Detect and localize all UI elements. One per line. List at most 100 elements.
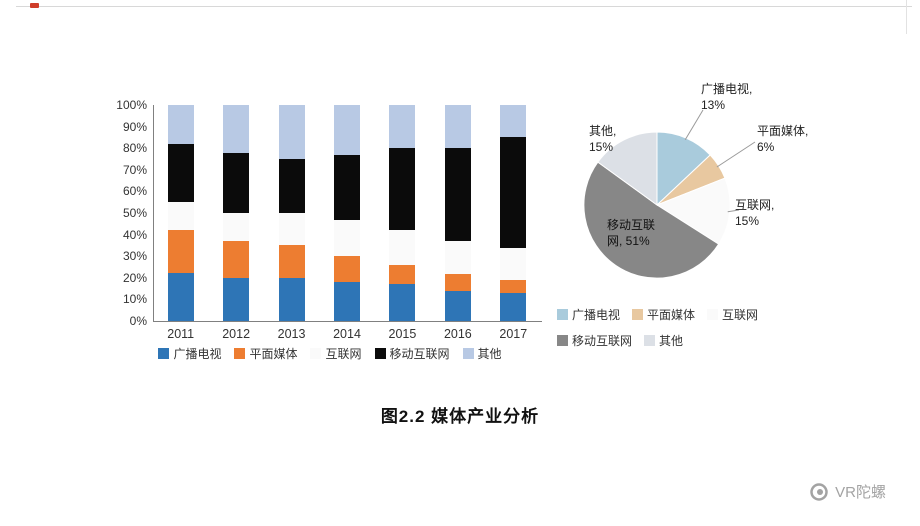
bar-segment-广播电视 (223, 277, 250, 321)
pie-slice-移动互联网 (583, 161, 720, 279)
legend-label: 互联网 (325, 347, 362, 361)
legend-label: 移动互联网 (572, 334, 633, 348)
y-axis-tick-label: 80% (122, 141, 147, 156)
top-border-line (16, 6, 912, 7)
bar-segment-平面媒体 (500, 279, 527, 293)
red-scan-artifact (30, 3, 39, 8)
legend-item: 其他 (644, 332, 683, 349)
pie-slice-其他 (597, 131, 658, 206)
stacked-bar-2017 (500, 105, 527, 321)
legend-swatch (707, 309, 719, 320)
x-axis-tick-label: 2017 (499, 327, 528, 341)
legend-label: 其他 (477, 347, 502, 361)
pie-label-广播电视: 广播电视, 13% (701, 82, 753, 112)
pie-label-其他: 其他, 15% (589, 124, 617, 154)
bar-segment-广播电视 (389, 284, 416, 321)
bar-segment-广播电视 (334, 282, 360, 321)
bar-segment-平面媒体 (389, 264, 416, 285)
legend-item: 移动互联网 (557, 332, 632, 349)
legend-label: 广播电视 (572, 308, 621, 322)
legend-item: 移动互联网 (374, 345, 450, 362)
pie-svg (583, 109, 756, 279)
bar-segment-移动互联网 (389, 148, 416, 231)
bar-segment-互联网 (223, 213, 250, 242)
legend-label: 平面媒体 (647, 308, 696, 322)
bar-segment-广播电视 (500, 292, 527, 321)
y-axis-tick-label: 60% (122, 184, 147, 199)
legend-label: 互联网 (722, 308, 759, 322)
pie-label-平面媒体: 平面媒体, 6% (757, 124, 809, 154)
x-axis-tick-label: 2016 (443, 327, 472, 341)
bar-segment-其他 (500, 105, 527, 138)
stacked-bar-2011 (167, 105, 194, 321)
bar-segment-移动互联网 (278, 159, 305, 214)
x-axis-tick-label: 2012 (222, 327, 251, 341)
bar-segment-广播电视 (444, 290, 471, 321)
legend-swatch (234, 348, 246, 359)
x-axis-tick-label: 2014 (333, 327, 361, 341)
legend-swatch (374, 348, 386, 359)
legend-swatch (644, 335, 656, 346)
bar-segment-互联网 (334, 219, 360, 257)
bar-segment-互联网 (444, 241, 471, 274)
y-axis-tick-label: 30% (122, 249, 147, 264)
bar-segment-平面媒体 (334, 256, 360, 283)
pie-chart: 广播电视, 13% 平面媒体, 6% 互联网, 15% 移动互联网, 51% 其他, 1… (545, 80, 885, 370)
legend-item: 其他 (462, 345, 502, 362)
stacked-bar-2015 (389, 105, 416, 321)
stacked-bar-2013 (278, 105, 305, 321)
bar-chart-legend: 广播电视 平面媒体 互联网 移动互联网 其他 (105, 345, 555, 362)
y-axis-tick-label: 10% (122, 292, 147, 307)
pie-leader-line (684, 109, 704, 141)
legend-swatch (557, 309, 568, 320)
legend-swatch (632, 309, 644, 320)
legend-item: 平面媒体 (234, 345, 297, 362)
bar-segment-广播电视 (167, 273, 194, 321)
legend-label: 平面媒体 (249, 347, 298, 361)
x-axis-tick-label: 2013 (277, 327, 306, 341)
bar-segment-移动互联网 (444, 148, 471, 242)
bar-segment-广播电视 (278, 277, 305, 321)
x-axis-tick-label: 2015 (388, 327, 417, 341)
pie-chart-legend: 广播电视 平面媒体 互联网移动互联网 其他 (557, 306, 797, 349)
pie-leader-line (727, 209, 740, 213)
bar-segment-互联网 (500, 247, 527, 280)
watermark: VR陀螺 (809, 481, 886, 502)
y-axis-tick-label: 40% (122, 227, 147, 242)
legend-item: 广播电视 (557, 306, 620, 323)
bar-segment-平面媒体 (278, 245, 305, 278)
y-axis-tick-label: 0% (129, 314, 147, 328)
top-right-scan-line (906, 0, 907, 34)
bar-segment-其他 (389, 105, 416, 149)
pie-label-互联网: 互联网, 15% (735, 198, 775, 228)
y-axis-tick-label: 90% (122, 119, 147, 134)
bar-segment-平面媒体 (223, 241, 250, 278)
bar-segment-其他 (223, 105, 250, 153)
legend-swatch (310, 348, 322, 359)
legend-item: 互联网 (310, 345, 362, 362)
bar-segment-移动互联网 (334, 154, 360, 220)
bar-segment-互联网 (167, 202, 194, 231)
watermark-text: VR陀螺 (835, 484, 886, 501)
pie-label-移动互联网: 移动互联网, 51% (607, 218, 656, 248)
bar-segment-移动互联网 (223, 152, 250, 214)
y-axis-tick-label: 20% (122, 270, 147, 285)
bar-segment-移动互联网 (167, 143, 194, 203)
stacked-bar-chart: 0% 10% 20% 30% 40% 50% 60% 70% 80% 90% 100% 2011 201… (105, 95, 555, 370)
bar-segment-其他 (334, 105, 360, 155)
legend-swatch (158, 348, 170, 359)
legend-item: 平面媒体 (632, 306, 695, 323)
legend-swatch (462, 348, 474, 359)
figure-caption: 图2.2 媒体产业分析 (380, 407, 540, 426)
legend-label: 其他 (659, 334, 684, 348)
stacked-bar-2014 (334, 105, 360, 321)
bar-segment-移动互联网 (500, 137, 527, 248)
x-axis-tick-label: 2011 (167, 327, 195, 341)
bar-segment-互联网 (389, 230, 416, 265)
bar-segment-平面媒体 (167, 230, 194, 274)
pie-leader-line (716, 141, 756, 168)
stacked-bar-2012 (223, 105, 250, 321)
legend-label: 广播电视 (173, 347, 222, 361)
bar-segment-互联网 (278, 213, 305, 246)
